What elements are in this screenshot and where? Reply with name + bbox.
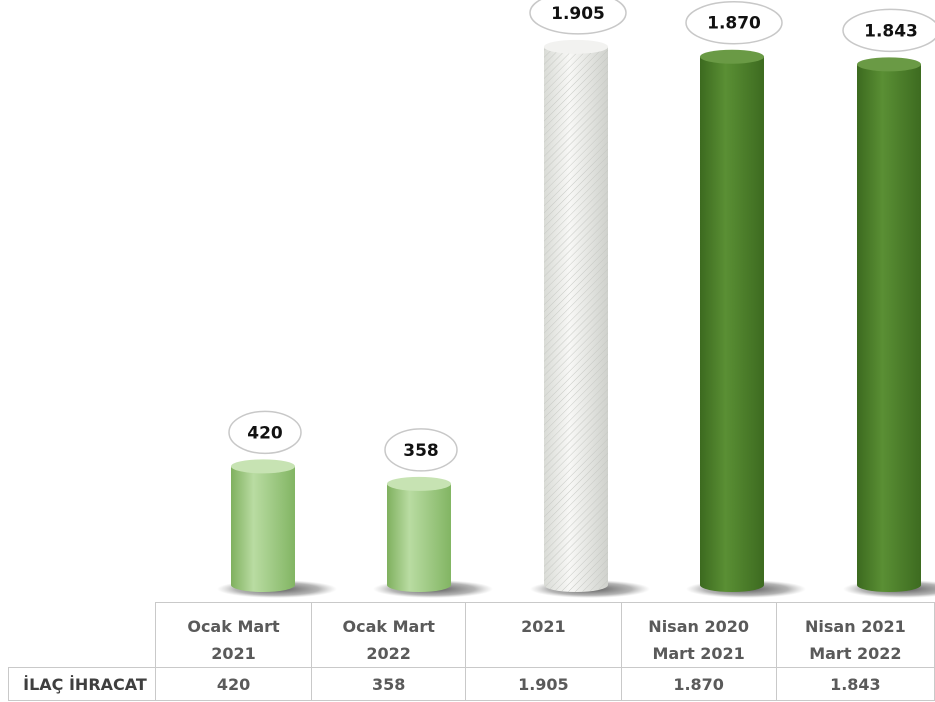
data-table: Ocak Mart 2021 Ocak Mart 2022 2021 Nisan 2… (8, 602, 935, 701)
data-label: 420 (228, 410, 302, 455)
data-label-text: 1.870 (707, 14, 761, 34)
data-label-text: 358 (403, 441, 439, 461)
table-value-cell: 358 (311, 667, 467, 701)
bar-top (544, 39, 608, 54)
data-label-bubble (529, 0, 627, 35)
data-label-bubble (384, 428, 458, 472)
data-label-text: 1.905 (551, 4, 605, 24)
table-value-cell: 1.870 (620, 667, 777, 701)
bar (686, 49, 806, 598)
category-label: Nisan 2021 Mart 2022 (775, 602, 935, 668)
bar-top (857, 57, 921, 72)
data-label-text: 420 (247, 423, 283, 443)
data-labels-layer: 420 358 1.905 1.870 1.843 (228, 0, 935, 472)
data-label: 1.843 (842, 8, 935, 53)
table-value-cell: 1.843 (775, 667, 935, 701)
data-table-header-row: Ocak Mart 2021 Ocak Mart 2022 2021 Nisan 2… (8, 602, 935, 668)
bar-body (700, 56, 764, 593)
bar-body (231, 466, 295, 592)
table-value-cell: 420 (154, 667, 313, 701)
data-label: 1.905 (529, 0, 627, 35)
data-table-corner (8, 602, 156, 668)
bar (217, 459, 337, 598)
bar-hatch (544, 46, 608, 592)
bar-top (700, 49, 764, 64)
data-label: 1.870 (685, 0, 783, 45)
data-label-bubble (685, 0, 783, 45)
category-label: 2021 (465, 602, 622, 668)
bar (843, 57, 935, 598)
table-value-cell: 1.905 (465, 667, 622, 701)
category-label: Nisan 2020 Mart 2021 (620, 602, 777, 668)
bar (530, 39, 650, 598)
category-label: Ocak Mart 2022 (311, 602, 467, 668)
bar-top (387, 476, 451, 491)
bar-body (387, 483, 451, 592)
bar-body (857, 64, 921, 593)
bars-layer (217, 39, 935, 598)
category-label: Ocak Mart 2021 (154, 602, 313, 668)
data-table-value-row: İLAÇ İHRACAT 420 358 1.905 1.870 1.843 (8, 667, 935, 701)
bar-top (231, 459, 295, 474)
data-label-bubble (228, 410, 302, 455)
bar (373, 476, 493, 598)
data-label-bubble (842, 8, 935, 53)
data-label: 358 (384, 428, 458, 472)
data-label-text: 1.843 (864, 21, 918, 41)
series-name-label: İLAÇ İHRACAT (8, 667, 156, 701)
